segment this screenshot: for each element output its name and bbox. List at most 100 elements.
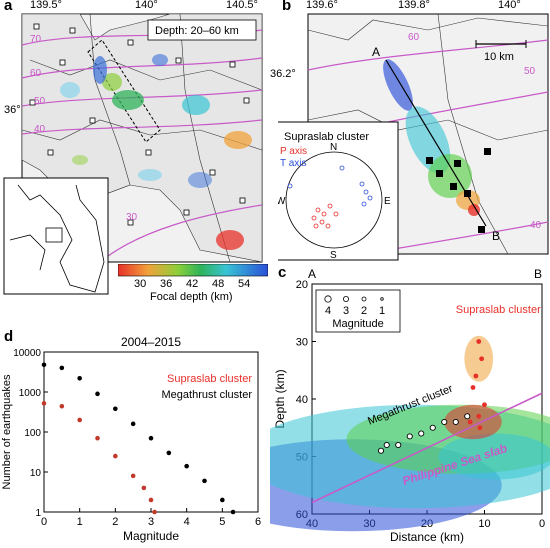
d-supraslab-point	[130, 473, 136, 479]
d-ytick-label: 10000	[13, 348, 41, 359]
profile-label-a: A	[372, 45, 380, 59]
c-seismicity-band	[444, 404, 502, 440]
c-megathrust-point	[418, 430, 425, 437]
c-xtick-label: 0	[539, 518, 545, 530]
depth-scatter-a	[60, 54, 252, 250]
d-megathrust-point	[166, 450, 172, 456]
d-megathrust-point	[220, 497, 225, 503]
stations-b	[426, 148, 491, 233]
focal-e: E	[384, 196, 391, 207]
profile-label-b: B	[492, 229, 500, 243]
a-contour-40: 40	[34, 124, 46, 135]
d-megathrust-point	[77, 376, 82, 381]
c-megathrust-point	[464, 413, 471, 420]
d-xtick-label: 2	[112, 516, 118, 528]
d-supraslab-point	[41, 401, 47, 406]
c-supraslab-point	[482, 402, 487, 408]
c-supraslab-point	[467, 419, 473, 425]
b-left-tick: 36.2°	[270, 68, 296, 80]
a-top-tick-1: 139.5°	[30, 0, 62, 11]
end-label-a: A	[308, 267, 316, 281]
c-megathrust-point	[406, 433, 413, 440]
panel-a: a 139.5° 140° 140.5° 36°	[0, 0, 268, 303]
end-label-b: B	[534, 267, 542, 281]
chart-c: AB4030201002030405060Distance (km)Depth …	[270, 267, 550, 544]
eq-cluster-b	[383, 59, 480, 216]
d-ytick-label: 100	[24, 428, 41, 439]
c-legend-symbol	[324, 295, 332, 303]
c-supraslab-point	[476, 339, 482, 344]
a-contour-50: 50	[34, 96, 46, 107]
d-supraslab-point	[77, 417, 82, 423]
a-top-tick-2: 140°	[135, 0, 158, 11]
c-megathrust-point	[377, 447, 385, 454]
colorbar-tick-42: 42	[186, 278, 199, 290]
a-contour-30: 30	[126, 212, 138, 223]
panel-c: c AB4030201002030405060Distance (km)Dept…	[270, 264, 550, 548]
depth-box	[147, 19, 257, 41]
d-megathrust-point	[113, 406, 118, 412]
focal-p-axis: P axis	[280, 146, 307, 157]
d-ytick-label: 1	[35, 508, 41, 519]
d-supraslab-point	[113, 453, 118, 459]
b-contour-50: 50	[524, 66, 536, 77]
panel-c-label: c	[278, 264, 287, 281]
d-supraslab-point	[95, 435, 100, 441]
c-supraslab-point	[470, 385, 476, 390]
a-left-tick: 36°	[4, 104, 21, 116]
c-supraslab-point	[479, 356, 485, 362]
panel-d: d 2004–2015 0 1 2 3 4 5 6 1 10 100 1000 10000 Magnitu…	[0, 328, 270, 548]
c-legend-symbol	[380, 297, 384, 301]
d-xtick-label: 5	[219, 516, 225, 528]
c-megathrust-point	[441, 418, 448, 426]
a-contour-60: 60	[30, 68, 42, 79]
b-contour-60: 60	[408, 32, 420, 43]
c-seismicity-band	[438, 433, 550, 480]
profile-line	[385, 59, 487, 227]
d-title: 2004–2015	[121, 335, 181, 349]
station-markers-a	[29, 23, 250, 226]
b-top-tick-1: 139.6°	[306, 0, 338, 11]
colorbar-tick-54: 54	[238, 278, 251, 290]
c-legend-box	[315, 289, 401, 333]
d-megathrust-point	[59, 365, 65, 371]
colorbar-tick-36: 36	[160, 278, 173, 290]
d-megathrust-point	[230, 509, 236, 515]
c-supraslab-text: Supraslab cluster	[456, 304, 541, 316]
d-megathrust-point	[184, 463, 189, 469]
a-top-tick-3: 140.5°	[226, 0, 258, 11]
d-xtick-label: 1	[77, 516, 83, 528]
colorbar-label: Focal depth (km)	[150, 291, 233, 303]
c-slab-line	[311, 392, 543, 504]
c-supraslab-point	[473, 373, 479, 379]
d-legend-mega: Megathrust cluster	[162, 389, 253, 401]
c-megathrust-point	[395, 441, 402, 449]
d-megathrust-point	[95, 391, 100, 397]
c-legend-symbol	[361, 296, 367, 302]
c-megathrust-point	[383, 441, 390, 449]
c-legend-symbol	[343, 295, 350, 302]
d-ylabel: Number of earthquakes	[1, 374, 13, 489]
overview-inset-a	[3, 177, 109, 295]
c-xtick-label: 10	[478, 518, 490, 530]
panel-b: b 139.6° 139.8° 140° 36.2° 10 km A B 60 …	[270, 0, 550, 262]
focal-title: Supraslab cluster	[284, 131, 369, 143]
c-ytick-label: 20	[296, 279, 308, 291]
a-contour-70: 70	[30, 34, 42, 45]
depth-box-text: Depth: 20–60 km	[155, 25, 239, 37]
c-legend-num: 3	[343, 305, 349, 317]
c-legend-title: Magnitude	[332, 318, 383, 330]
panel-b-label: b	[282, 0, 292, 14]
c-legend-num: 4	[325, 305, 331, 317]
map-a: 70 60 50 40 30 Depth: 20–60 km	[3, 13, 263, 295]
d-legend-supra: Supraslab cluster	[167, 373, 252, 385]
focal-w: W	[278, 196, 286, 207]
c-ylabel: Depth (km)	[273, 369, 287, 428]
d-megathrust-point	[202, 478, 207, 484]
d-megathrust-point	[130, 421, 136, 427]
c-xlabel: Distance (km)	[390, 530, 464, 544]
d-xlabel: Magnitude	[123, 529, 179, 543]
d-xtick-label: 4	[184, 516, 190, 528]
focal-s: S	[330, 250, 337, 261]
